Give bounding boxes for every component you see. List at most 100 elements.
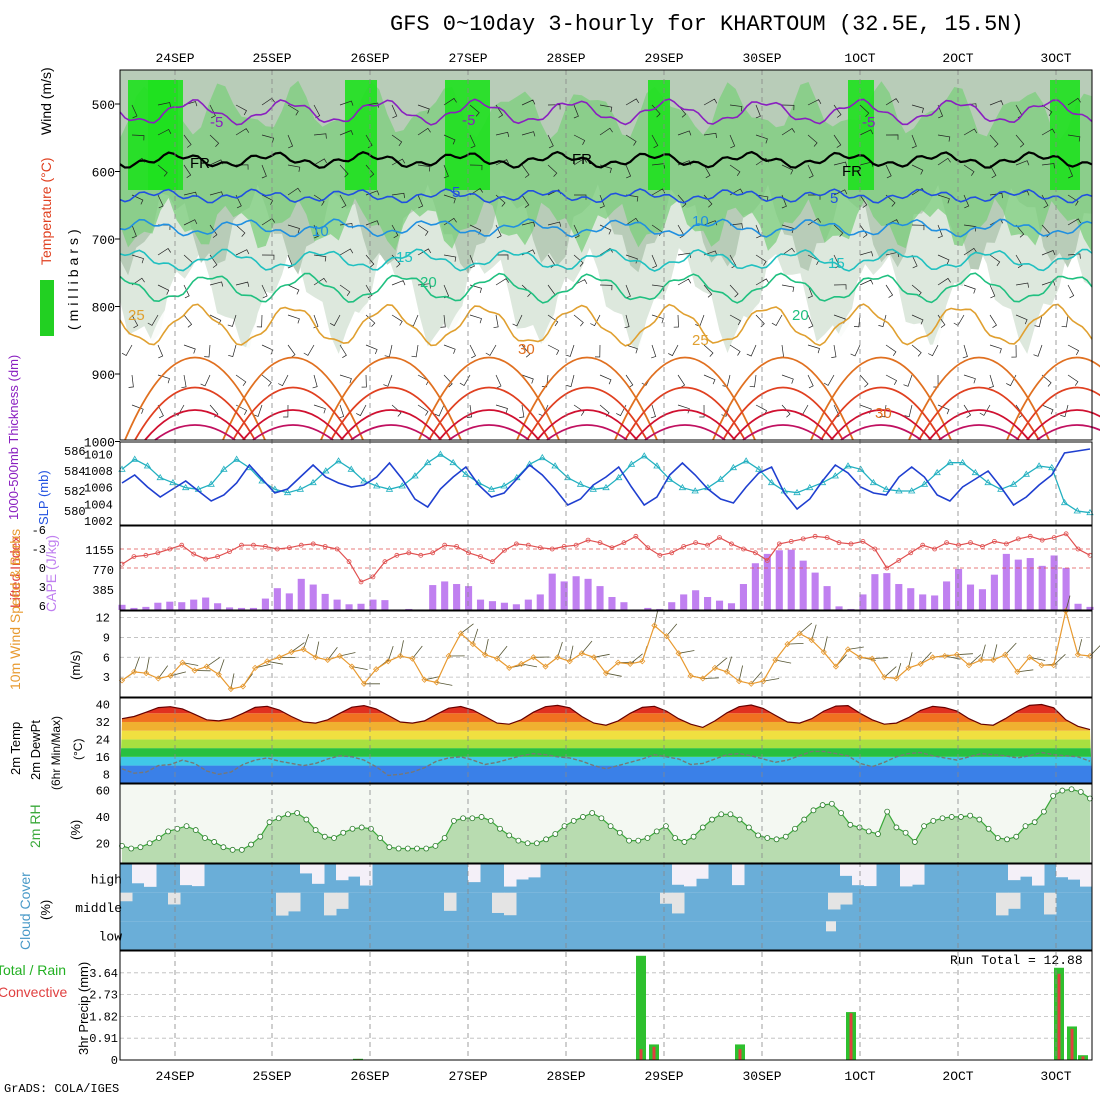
date-label-top: 2OCT — [942, 51, 973, 66]
date-label-bottom: 28SEP — [546, 1069, 585, 1084]
lifted-index-tick: 6 — [39, 600, 46, 614]
rh-point — [994, 835, 1001, 841]
cape-bar — [214, 603, 222, 610]
rh-point — [386, 844, 393, 851]
slp-point — [729, 463, 738, 471]
wind-speed-point — [530, 654, 537, 661]
contour-label: 25 — [128, 307, 145, 324]
date-label-bottom: 25SEP — [252, 1069, 291, 1084]
lifted-index-point — [1087, 552, 1093, 558]
cloud-unit: (%) — [38, 900, 53, 920]
wind-speed-point — [300, 646, 307, 653]
date-label-top: 25SEP — [252, 51, 291, 66]
wind-speed-point — [542, 663, 549, 670]
rh-point — [478, 814, 485, 820]
wind-speed-point — [978, 656, 985, 664]
slp-point — [220, 465, 228, 472]
slp-point — [1022, 470, 1031, 477]
wind-speed-point — [893, 675, 900, 682]
cape-bar — [895, 584, 903, 610]
wind-speed-point — [324, 656, 331, 664]
contour-label: 5 — [452, 184, 460, 201]
rh-saturated-column — [345, 80, 377, 190]
lifted-index-point — [1015, 536, 1021, 542]
cape-bar — [823, 586, 831, 610]
cape-bar — [297, 578, 305, 610]
lifted-index-point — [191, 551, 197, 557]
contour-label: 30 — [875, 405, 892, 422]
cloud-clear-cell — [180, 864, 193, 886]
temp-bands — [120, 704, 1092, 783]
temp-band — [120, 739, 1092, 749]
rh-point — [238, 846, 245, 853]
cape-bar — [429, 585, 437, 610]
cloud-clear-cell — [684, 864, 697, 887]
lifted-index-point — [430, 550, 436, 556]
lifted-index-tick: -6 — [32, 524, 46, 538]
lifted-index-point — [334, 546, 340, 552]
rh-point — [524, 840, 531, 847]
date-label-top: 1OCT — [844, 51, 875, 66]
slp-point — [716, 475, 725, 482]
axis-labels: 5006007008009001000RH (%)Temperature (°C… — [0, 51, 1072, 1084]
wind-speed-point — [131, 668, 138, 675]
lifted-index-point — [382, 559, 388, 565]
cape-bar — [1014, 559, 1022, 610]
cape-bar — [680, 594, 688, 610]
date-label-top: 28SEP — [546, 51, 585, 66]
rh-point — [976, 816, 983, 823]
rh-point — [331, 835, 337, 841]
lifted-index-tick: -3 — [32, 543, 46, 557]
cloud-clear-cell — [276, 892, 289, 916]
pressure-tick: 600 — [92, 166, 115, 181]
slp-point — [576, 480, 585, 487]
panel-frame — [119, 783, 1093, 864]
wind-speed-point — [518, 660, 525, 667]
cape-bar — [321, 593, 329, 610]
rh-point — [423, 845, 430, 852]
cloud-clear-cell — [900, 864, 913, 887]
cloud-clear-cell — [1020, 864, 1033, 877]
contour-label: 10 — [312, 223, 329, 240]
wind10m-label: 10m Wind Speed & Barbs — [7, 529, 23, 690]
slp-point — [436, 450, 445, 457]
minmax-label: (6hr Min/Max) — [49, 716, 63, 790]
slp-point — [653, 462, 661, 469]
rh-point — [709, 816, 715, 823]
rh-point — [1013, 833, 1020, 840]
rh-point — [414, 845, 420, 852]
upper-wind-barbs — [121, 97, 1082, 419]
precip-tick: 2.73 — [89, 989, 118, 1003]
lifted-index-point — [657, 552, 663, 558]
rh-point — [460, 815, 467, 822]
cape-bar — [656, 608, 664, 610]
slp-point — [309, 478, 317, 486]
contour-label: 10 — [692, 213, 709, 230]
rh-point — [745, 824, 752, 831]
pressure-tick: 700 — [92, 233, 115, 248]
lifted-index-point — [466, 550, 471, 556]
lifted-index-point — [729, 541, 734, 547]
rh-point — [1022, 823, 1029, 830]
slp-point — [462, 470, 470, 477]
lifted-index-point — [764, 558, 770, 563]
slp-point — [487, 485, 496, 492]
rh-point — [165, 828, 171, 835]
isotherm-10 — [119, 218, 1093, 238]
precip-convective-bar — [652, 1046, 656, 1060]
wind-speed-point — [360, 680, 368, 687]
rh-point — [275, 815, 282, 822]
cape-bar — [142, 606, 150, 610]
slp-label: SLP (mb) — [36, 470, 51, 525]
cape-bar — [249, 607, 258, 610]
rh-point — [958, 814, 964, 820]
slp-point — [882, 485, 890, 492]
wind-speed-point — [796, 630, 803, 637]
wind-speed-point — [239, 683, 247, 690]
rh-point — [921, 823, 927, 830]
wind-speed-point — [445, 652, 452, 660]
cape-bar — [309, 584, 317, 610]
isotherm-freezing — [119, 150, 1093, 169]
slp-point — [232, 455, 241, 462]
wind-speed-point — [336, 652, 343, 660]
